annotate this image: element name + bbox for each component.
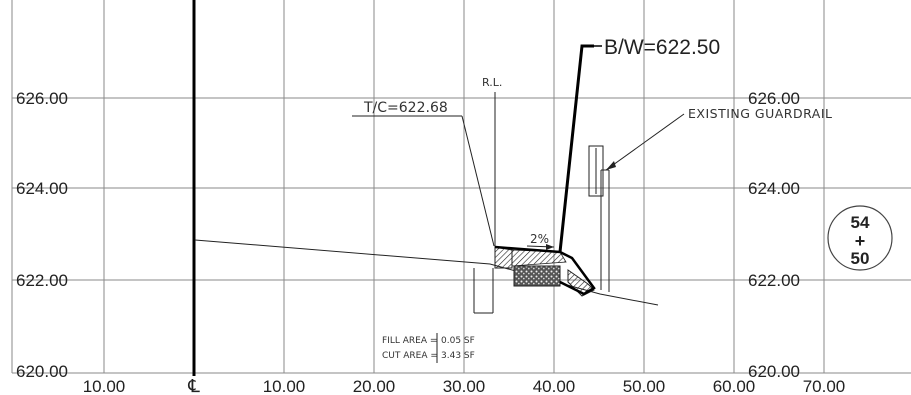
grid <box>11 0 911 374</box>
bw-callout: B/W=622.50 <box>558 36 720 253</box>
rl-label: R.L. <box>482 76 502 89</box>
fill-area-label: FILL AREA = <box>382 336 437 346</box>
offset-label: 60.00 <box>713 377 756 395</box>
existing-guardrail: EXISTING GUARDRAIL <box>588 106 833 292</box>
elevation-label-right-626: 626.00 <box>748 89 800 108</box>
elevation-label-left-620: 620.00 <box>16 362 68 381</box>
elevation-label-right-622: 622.00 <box>748 271 800 290</box>
station-plus: + <box>855 231 866 251</box>
offset-label: 40.00 <box>533 377 576 395</box>
offset-label: 20.00 <box>353 377 396 395</box>
guardrail-label: EXISTING GUARDRAIL <box>688 106 833 121</box>
station-badge: 54 + 50 <box>827 205 893 271</box>
offset-label: 30.00 <box>443 377 486 395</box>
offset-label: 10.00 <box>83 377 126 395</box>
elevation-labels-right: 626.00 624.00 622.00 620.00 <box>748 89 800 381</box>
station-number: 54 <box>851 213 870 232</box>
elevation-label-left-622: 622.00 <box>16 271 68 290</box>
station-offset: 50 <box>851 249 870 268</box>
offset-labels: 10.00 10.00 20.00 30.00 40.00 50.00 60.0… <box>83 376 846 395</box>
existing-ground-line <box>194 239 659 306</box>
elevation-labels-left: 626.00 624.00 622.00 620.00 <box>16 89 68 381</box>
tc-callout: T/C=622.68 <box>352 100 495 247</box>
offset-label: 70.00 <box>803 377 846 395</box>
offset-label: 50.00 <box>623 377 666 395</box>
elevation-label-left-624: 624.00 <box>16 179 68 198</box>
bw-label: B/W=622.50 <box>604 36 720 59</box>
offset-label: 10.00 <box>263 377 306 395</box>
gravel-base <box>513 265 561 287</box>
elevation-label-left-626: 626.00 <box>16 89 68 108</box>
elevation-label-right-624: 624.00 <box>748 179 800 198</box>
cut-area-value: 3.43 SF <box>441 351 475 361</box>
tc-label: T/C=622.68 <box>363 100 448 116</box>
pavement-section <box>473 245 596 314</box>
cut-area-label: CUT AREA = <box>382 351 438 361</box>
area-summary: FILL AREA = 0.05 SF CUT AREA = 3.43 SF <box>382 333 475 363</box>
centerline-symbol: ℄ <box>187 376 200 395</box>
slope-label: 2% <box>530 232 549 246</box>
slope-annotation: 2% <box>526 232 555 250</box>
elevation-label-right-620: 620.00 <box>748 362 800 381</box>
fill-area-value: 0.05 SF <box>441 336 475 346</box>
